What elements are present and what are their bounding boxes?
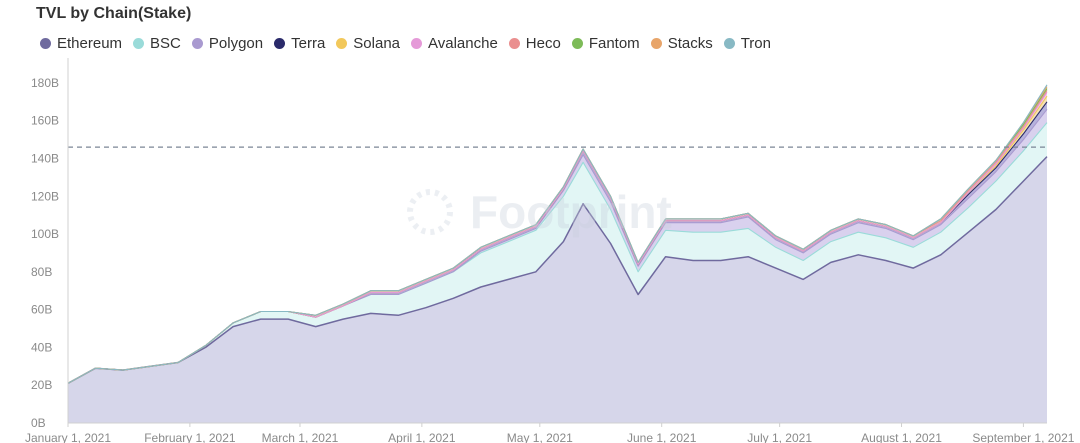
- legend-label: Tron: [740, 34, 771, 52]
- legend-item-stacks[interactable]: Stacks: [650, 34, 713, 52]
- legend-marker: [723, 37, 735, 49]
- legend-label: Polygon: [208, 34, 264, 52]
- legend-item-avalanche[interactable]: Avalanche: [411, 35, 498, 52]
- watermark-logo: [407, 189, 453, 235]
- y-tick-label: 180B: [31, 76, 59, 90]
- x-tick-label: July 1, 2021: [747, 431, 812, 443]
- legend-item-bsc[interactable]: BSC: [133, 35, 181, 52]
- x-tick-label: January 1, 2021: [25, 431, 111, 443]
- y-tick-label: 120B: [31, 189, 59, 203]
- legend-marker: [191, 37, 203, 49]
- y-tick-label: 0B: [31, 416, 46, 430]
- x-tick-label: September 1, 2021: [972, 431, 1074, 443]
- x-tick-label: February 1, 2021: [144, 431, 236, 443]
- legend-marker: [133, 37, 145, 49]
- legend-marker: [571, 37, 583, 49]
- legend-label: Ethereum: [57, 34, 123, 52]
- x-tick-label: April 1, 2021: [388, 431, 456, 443]
- legend-label: Heco: [525, 34, 561, 52]
- legend-item-terra[interactable]: Terra: [274, 35, 325, 52]
- legend-item-polygon[interactable]: Polygon: [191, 34, 264, 52]
- y-tick-label: 20B: [31, 378, 52, 392]
- legend-item-ethereum[interactable]: Ethereum: [40, 35, 122, 52]
- line-ethereum: [67, 156, 1048, 384]
- area-bsc: [68, 122, 1047, 384]
- y-tick-label: 80B: [31, 265, 52, 279]
- legend-label: Avalanche: [428, 34, 498, 52]
- y-tick-label: 40B: [31, 340, 52, 354]
- legend-item-fantom[interactable]: Fantom: [571, 34, 640, 52]
- area-ethereum: [68, 156, 1047, 423]
- x-tick-label: August 1, 2021: [861, 431, 942, 443]
- legend-item-solana[interactable]: Solana: [336, 35, 400, 52]
- legend-marker: [336, 37, 348, 49]
- legend-label: Terra: [291, 34, 326, 52]
- y-tick-label: 160B: [31, 114, 59, 128]
- legend-label: Fantom: [588, 34, 640, 52]
- y-tick-label: 60B: [31, 303, 52, 317]
- legend-marker: [650, 37, 662, 49]
- x-tick-label: March 1, 2021: [262, 431, 339, 443]
- watermark-text: Footprint: [470, 186, 672, 238]
- legend-item-tron[interactable]: Tron: [723, 34, 771, 52]
- legend-item-heco[interactable]: Heco: [508, 34, 561, 52]
- legend-label: Solana: [353, 34, 401, 52]
- legend-marker: [411, 37, 423, 49]
- legend-marker: [40, 37, 51, 49]
- chart-title: TVL by Chain(Stake): [36, 5, 192, 22]
- x-tick-label: May 1, 2021: [507, 431, 573, 443]
- legend-marker: [508, 37, 520, 49]
- y-tick-label: 100B: [31, 227, 59, 241]
- legend-label: BSC: [150, 34, 181, 52]
- x-tick-label: June 1, 2021: [627, 431, 697, 443]
- legend-label: Stacks: [667, 34, 713, 52]
- legend-marker: [274, 37, 286, 49]
- y-tick-label: 140B: [31, 151, 59, 165]
- series-lines: [67, 84, 1048, 384]
- stacked-areas: [68, 84, 1047, 423]
- chart-legend: Ethereum BSC Polygon Terra Solana Avalanche He…: [40, 33, 782, 53]
- line-tron: [67, 84, 1048, 384]
